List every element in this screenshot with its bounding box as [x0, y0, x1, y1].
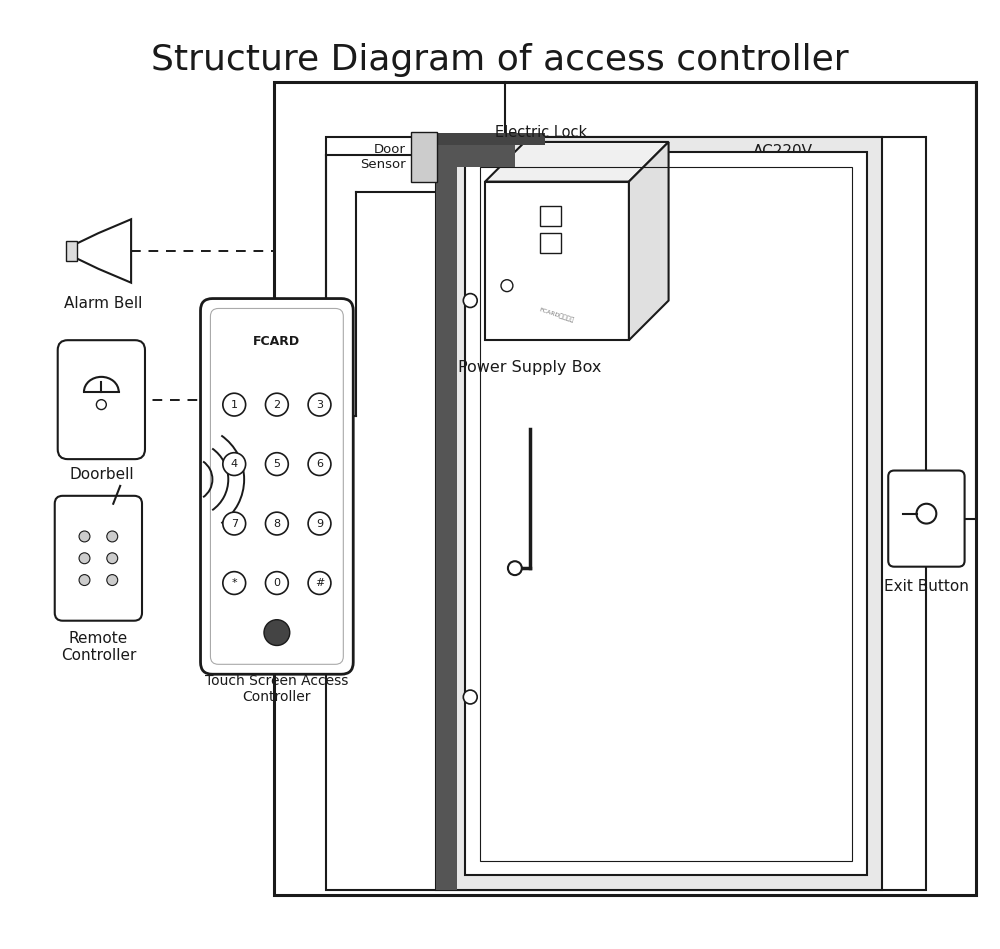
Text: 2: 2 — [273, 400, 280, 410]
Circle shape — [308, 571, 331, 594]
Text: 3: 3 — [316, 400, 323, 410]
Circle shape — [265, 571, 288, 594]
Circle shape — [223, 512, 246, 535]
Text: 9: 9 — [316, 518, 323, 529]
Circle shape — [223, 453, 246, 475]
Circle shape — [107, 553, 118, 564]
Circle shape — [308, 512, 331, 535]
Text: Remote
Controller: Remote Controller — [61, 631, 136, 663]
Text: Doorbell: Doorbell — [69, 467, 134, 482]
FancyBboxPatch shape — [436, 137, 457, 890]
Text: 0: 0 — [273, 578, 280, 588]
Circle shape — [265, 512, 288, 535]
FancyBboxPatch shape — [436, 133, 545, 145]
Polygon shape — [629, 142, 669, 340]
Circle shape — [463, 690, 477, 704]
Circle shape — [107, 574, 118, 586]
Circle shape — [917, 504, 936, 524]
FancyBboxPatch shape — [436, 137, 882, 890]
FancyBboxPatch shape — [540, 206, 561, 226]
FancyBboxPatch shape — [201, 299, 353, 674]
Text: FCARD: FCARD — [253, 335, 300, 348]
Circle shape — [107, 531, 118, 542]
Circle shape — [79, 574, 90, 586]
Circle shape — [308, 453, 331, 475]
Polygon shape — [485, 142, 669, 181]
Text: Power Supply Box: Power Supply Box — [458, 360, 601, 375]
Circle shape — [223, 571, 246, 594]
Circle shape — [79, 531, 90, 542]
Polygon shape — [485, 181, 629, 340]
Text: Exit Button: Exit Button — [884, 579, 969, 593]
Text: Door
Sensor: Door Sensor — [360, 142, 406, 171]
FancyBboxPatch shape — [55, 495, 142, 621]
FancyBboxPatch shape — [888, 471, 965, 567]
Text: Electric Lock: Electric Lock — [495, 125, 587, 140]
Text: 5: 5 — [273, 459, 280, 469]
Circle shape — [463, 293, 477, 307]
Text: Alarm Bell: Alarm Bell — [64, 295, 143, 310]
Text: *: * — [231, 578, 237, 588]
Circle shape — [265, 453, 288, 475]
FancyBboxPatch shape — [540, 233, 561, 253]
Text: Touch Screen Access
Controller: Touch Screen Access Controller — [205, 674, 349, 704]
Circle shape — [265, 393, 288, 416]
FancyBboxPatch shape — [58, 340, 145, 459]
Circle shape — [264, 620, 290, 645]
FancyBboxPatch shape — [465, 152, 867, 875]
Text: 8: 8 — [273, 518, 280, 529]
Text: 6: 6 — [316, 459, 323, 469]
Text: FCARD门禁电源: FCARD门禁电源 — [538, 307, 575, 324]
Circle shape — [96, 400, 106, 410]
Polygon shape — [74, 219, 131, 283]
FancyBboxPatch shape — [411, 132, 437, 181]
FancyBboxPatch shape — [436, 145, 515, 167]
Text: 4: 4 — [231, 459, 238, 469]
Text: #: # — [315, 578, 324, 588]
Circle shape — [308, 393, 331, 416]
Circle shape — [79, 553, 90, 564]
Text: Structure Diagram of access controller: Structure Diagram of access controller — [151, 43, 849, 77]
Text: AC220V: AC220V — [753, 144, 813, 159]
Text: 7: 7 — [231, 518, 238, 529]
Circle shape — [223, 393, 246, 416]
Circle shape — [508, 561, 522, 575]
Polygon shape — [66, 241, 77, 261]
Text: 1: 1 — [231, 400, 238, 410]
